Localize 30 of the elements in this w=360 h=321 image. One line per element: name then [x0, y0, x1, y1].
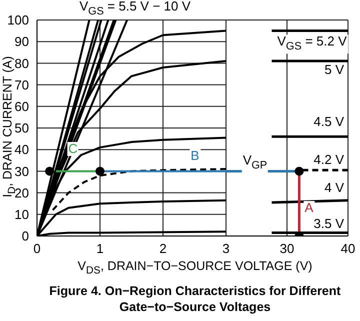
x-tick-label: 1 [96, 241, 104, 256]
y-tick-label: 30 [14, 164, 29, 179]
annotation: A [304, 200, 314, 215]
annotation: 4 V [323, 180, 345, 195]
y-tick-label: 100 [7, 12, 29, 28]
annotation: C [67, 141, 79, 156]
x-tick-label: 30 [280, 241, 294, 256]
annotation: V$_{GS}$ = 5.2 V [276, 34, 348, 54]
annotation: B [190, 148, 200, 163]
y-tick-label: 90 [14, 34, 29, 50]
y-tick-label: 70 [14, 77, 29, 92]
x-axis-title: V$_{DS}$, DRAIN−TO−SOURCE VOLTAGE (V) [76, 259, 314, 276]
y-tick-label: 40 [14, 142, 29, 158]
x-tick-label: 40 [340, 241, 356, 256]
y-tick-label: 0 [22, 228, 29, 244]
x-tick-label: 0 [33, 241, 41, 256]
y-tick-label: 50 [14, 120, 29, 136]
annotation: 5 V [323, 62, 345, 77]
annotation: 4.2 V [312, 152, 345, 167]
y-tick-label: 60 [14, 99, 29, 114]
y-tick-label: 10 [14, 207, 29, 222]
text: Figure 4. On−Region Characteristics for Different Gate−to−Source Voltages [48, 283, 342, 315]
y-tick-label: 20 [14, 185, 29, 200]
y-tick-label: 80 [14, 56, 29, 71]
annotation: 3.5 V [312, 216, 345, 231]
annotation: 4.5 V [312, 114, 345, 129]
x-tick-label: 3 [222, 241, 230, 256]
annotation: V$_{GP}$ [242, 152, 268, 172]
text: V$_{GS}$ = 5.5 V − 10 V [79, 0, 191, 18]
x-tick-label: 2 [159, 241, 167, 256]
